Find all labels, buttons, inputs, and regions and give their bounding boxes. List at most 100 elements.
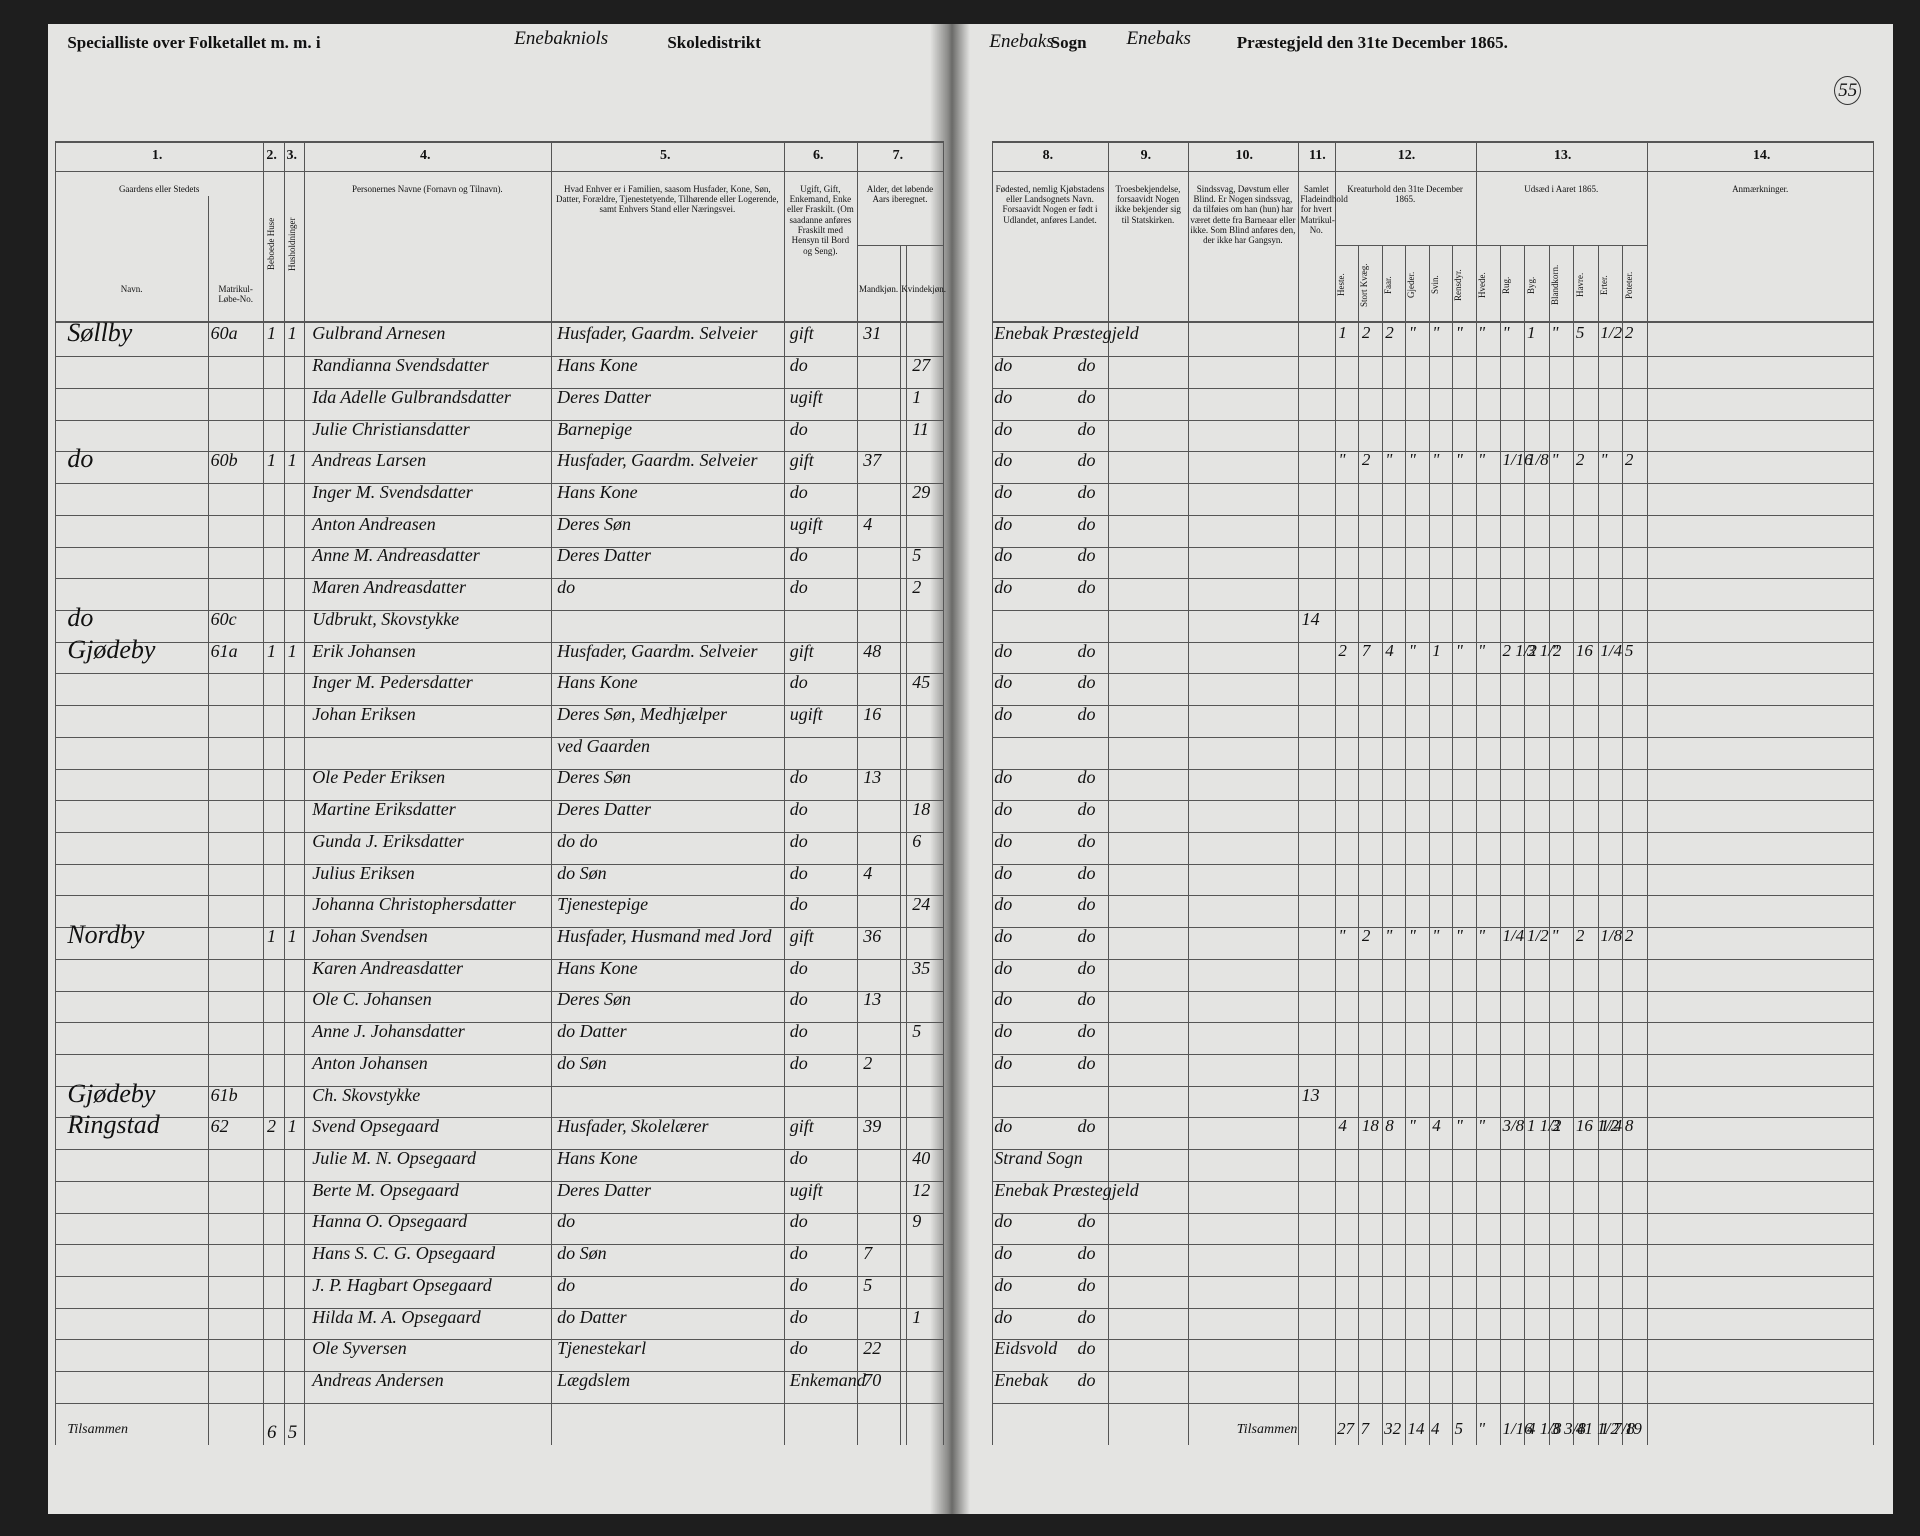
totals-value: 14	[1407, 1419, 1425, 1439]
age-male: 7	[863, 1243, 873, 1264]
religion: do	[1077, 1306, 1096, 1327]
crop-livestock-value: 1/4	[1600, 640, 1623, 660]
age-female: 45	[912, 672, 931, 693]
civil-status: do	[789, 1274, 808, 1295]
area: 14	[1301, 608, 1320, 629]
crop-livestock-value: "	[1385, 926, 1393, 946]
crop-livestock-value: 2	[1624, 450, 1634, 470]
crop-livestock-value: 1	[1526, 323, 1536, 343]
column-heading: Hvad Enhver er i Familien, saasom Husfad…	[556, 183, 779, 215]
row-rule	[991, 1149, 1874, 1151]
subcolumn-line	[1597, 244, 1599, 1445]
person-name: Ole Peder Eriksen	[312, 767, 446, 788]
crop-livestock-value: "	[1477, 640, 1486, 660]
religion: do	[1077, 1021, 1096, 1042]
civil-status: do	[789, 1338, 808, 1359]
religion: do	[1077, 1052, 1096, 1073]
matrikel-no: 60c	[210, 608, 237, 629]
civil-status: do	[789, 577, 808, 598]
matrikel-no: 61b	[210, 1084, 238, 1105]
person-name: Ch. Skovstykke	[312, 1084, 421, 1105]
age-male: 48	[863, 640, 882, 661]
subheading-rule	[1334, 244, 1476, 246]
column-line	[1187, 140, 1189, 1445]
column-heading: Kreaturhold den 31te December 1865.	[1347, 183, 1463, 205]
row-rule	[55, 1371, 943, 1373]
totals-value: 32	[1384, 1419, 1402, 1439]
birthplace: do	[994, 957, 1013, 978]
birthplace: do	[994, 926, 1013, 947]
header-hand: Enebaks	[989, 30, 1054, 52]
crop-livestock-value: "	[1477, 323, 1486, 343]
crop-livestock-value: "	[1408, 926, 1416, 946]
row-rule	[991, 451, 1874, 453]
number-rule	[55, 171, 943, 173]
row-rule	[55, 1149, 943, 1151]
subcolumn-line	[1500, 244, 1501, 1445]
row-rule	[55, 673, 943, 675]
row-rule	[55, 641, 943, 643]
civil-status: do	[789, 989, 808, 1010]
religion: do	[1077, 1211, 1096, 1232]
person-name: Svend Opsegaard	[312, 1116, 440, 1137]
family-position: Tjenestekarl	[557, 1338, 647, 1359]
column-line	[906, 244, 908, 1445]
family-position: Hans Kone	[557, 957, 638, 978]
row-rule	[55, 1054, 943, 1056]
crop-livestock-value: "	[1455, 323, 1463, 343]
age-male: 13	[863, 989, 882, 1010]
person-name: Hanna O. Opsegaard	[312, 1211, 468, 1232]
birthplace: do	[994, 1274, 1013, 1295]
houses: 1	[266, 926, 276, 947]
person-name: Johan Svendsen	[312, 926, 428, 947]
crop-livestock-value: "	[1502, 323, 1510, 343]
column-heading: Gaardens eller Stedets	[118, 183, 200, 194]
person-name: Andreas Larsen	[312, 450, 427, 471]
age-female: 2	[912, 577, 922, 598]
crop-livestock-value: 1	[1432, 640, 1441, 660]
row-rule	[55, 1244, 943, 1246]
subcolumn-line	[1573, 244, 1575, 1445]
column-number: 8.	[1042, 148, 1054, 164]
religion: do	[1077, 1274, 1096, 1295]
civil-status: do	[789, 1052, 808, 1073]
crop-livestock-value: 2 1/2	[1502, 640, 1537, 660]
crop-livestock-value: "	[1432, 926, 1440, 946]
person-name: Erik Johansen	[312, 640, 416, 661]
age-female: 24	[912, 894, 931, 915]
area: 13	[1301, 1084, 1320, 1105]
row-rule	[991, 895, 1874, 897]
age-female: 5	[912, 1021, 922, 1042]
crop-livestock-value: 1/16	[1502, 450, 1533, 470]
family-position: Barnepige	[557, 418, 633, 439]
crop-livestock-value: 2	[1575, 926, 1585, 946]
households: 1	[287, 926, 297, 947]
table-top	[991, 140, 1874, 143]
family-position: do	[557, 1211, 576, 1232]
row-rule	[55, 419, 943, 421]
age-female: 35	[912, 957, 931, 978]
column-line	[783, 140, 785, 1445]
age-male: 5	[863, 1274, 873, 1295]
age-female: 27	[912, 355, 931, 376]
column-heading: Personernes Navne (Fornavn og Tilnavn).	[351, 183, 503, 194]
column-heading: Sindssvag, Døvstum eller Blind. Er Nogen…	[1190, 183, 1296, 246]
row-rule	[55, 705, 943, 707]
column-line	[857, 140, 859, 1445]
age-female: 18	[912, 799, 931, 820]
column-subheading: Poteter.	[1623, 271, 1634, 299]
column-subheading: Faar.	[1382, 276, 1393, 295]
row-rule	[991, 673, 1874, 675]
age-male: 36	[863, 926, 882, 947]
totals-value: 7	[1360, 1419, 1370, 1439]
crop-livestock-value: 16	[1575, 640, 1593, 660]
person-name: Ole C. Johansen	[312, 989, 432, 1010]
civil-status: gift	[789, 323, 814, 344]
crop-livestock-value: "	[1551, 450, 1559, 470]
subcolumn-line	[1358, 244, 1360, 1445]
row-rule	[991, 927, 1874, 929]
birthplace: Strand Sogn	[994, 1148, 1083, 1169]
totals-value: 1/16	[1502, 1419, 1533, 1439]
family-position: do	[557, 577, 576, 598]
crop-livestock-value: 2	[1575, 450, 1585, 470]
